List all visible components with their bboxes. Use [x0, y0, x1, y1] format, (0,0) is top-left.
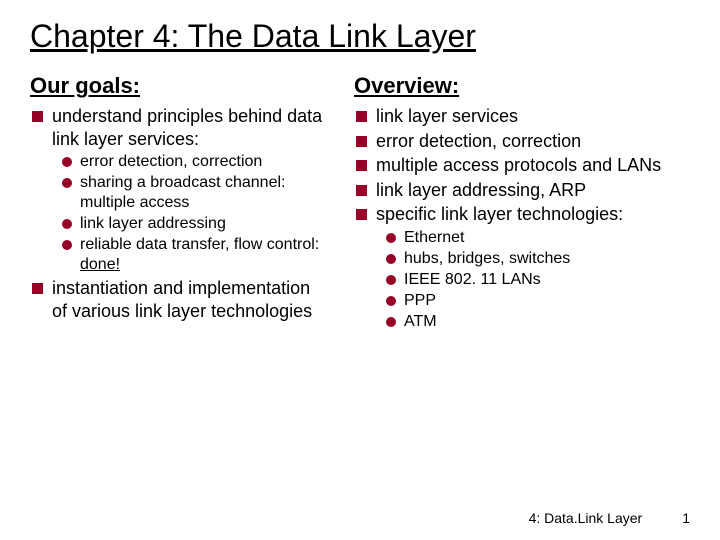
- slide-title: Chapter 4: The Data Link Layer: [30, 18, 690, 55]
- goals-heading: Our goals:: [30, 73, 330, 99]
- goals-item: instantiation and implementation of vari…: [30, 277, 330, 322]
- slide-footer: 4: Data.Link Layer 1: [529, 510, 690, 526]
- overview-item: link layer services: [354, 105, 690, 128]
- overview-item: error detection, correction: [354, 130, 690, 153]
- footer-label: 4: Data.Link Layer: [529, 510, 643, 526]
- page-number: 1: [682, 510, 690, 526]
- goals-item-text: instantiation and implementation of vari…: [52, 278, 312, 321]
- overview-sublist: Ethernet hubs, bridges, switches IEEE 80…: [376, 228, 690, 332]
- overview-item-text: specific link layer technologies:: [376, 204, 623, 224]
- overview-subitem: Ethernet: [384, 228, 690, 248]
- overview-subitem: hubs, bridges, switches: [384, 249, 690, 269]
- overview-item: multiple access protocols and LANs: [354, 154, 690, 177]
- overview-subitem: IEEE 802. 11 LANs: [384, 270, 690, 290]
- overview-item: specific link layer technologies: Ethern…: [354, 203, 690, 332]
- goals-sublist: error detection, correction sharing a br…: [52, 152, 330, 275]
- goals-subitem: error detection, correction: [60, 152, 330, 172]
- left-column: Our goals: understand principles behind …: [30, 73, 330, 334]
- overview-list: link layer services error detection, cor…: [354, 105, 690, 332]
- overview-heading: Overview:: [354, 73, 690, 99]
- goals-item-text: understand principles behind data link l…: [52, 106, 322, 149]
- goals-subitem: reliable data transfer, flow control: do…: [60, 235, 330, 275]
- overview-subitem: PPP: [384, 291, 690, 311]
- goals-subitem: link layer addressing: [60, 214, 330, 234]
- overview-subitem: ATM: [384, 312, 690, 332]
- content-columns: Our goals: understand principles behind …: [30, 73, 690, 334]
- goals-item: understand principles behind data link l…: [30, 105, 330, 275]
- goals-list: understand principles behind data link l…: [30, 105, 330, 322]
- right-column: Overview: link layer services error dete…: [354, 73, 690, 334]
- done-label: done!: [80, 256, 120, 273]
- goals-subitem: sharing a broadcast channel: multiple ac…: [60, 173, 330, 213]
- goals-subitem-text: reliable data transfer, flow control:: [80, 236, 319, 253]
- overview-item: link layer addressing, ARP: [354, 179, 690, 202]
